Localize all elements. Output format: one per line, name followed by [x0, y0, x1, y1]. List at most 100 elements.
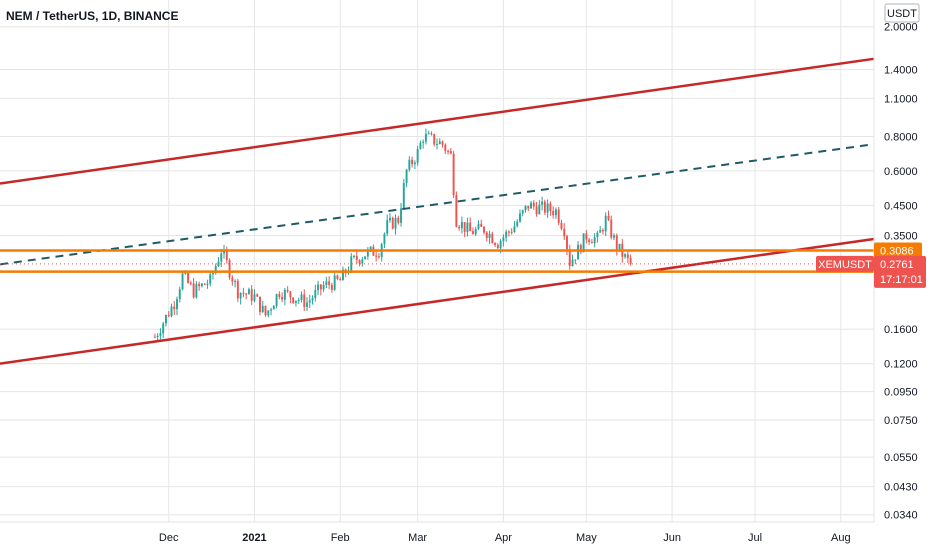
candle-body: [541, 201, 544, 205]
candle-body: [624, 254, 627, 257]
candle-body: [463, 222, 466, 232]
time-tick-label: Aug: [831, 532, 851, 544]
symbol-badge: [816, 255, 874, 272]
candle-body: [228, 260, 231, 278]
candle-body: [466, 222, 469, 232]
candles-layer: [153, 128, 632, 341]
candle-body: [607, 215, 610, 220]
candle-body: [383, 233, 386, 245]
candle-body: [494, 243, 497, 246]
last-price-value: 0.2761: [880, 259, 914, 271]
candle-body: [328, 281, 331, 285]
price-tick-label: 0.0430: [884, 482, 918, 494]
time-tick-label: Dec: [159, 532, 179, 544]
candle-body: [322, 284, 325, 290]
candle-body: [593, 237, 596, 244]
candle-body: [336, 275, 339, 280]
candle-body: [618, 243, 621, 250]
candle-body: [292, 297, 295, 303]
candle-body: [538, 204, 541, 215]
candle-body: [532, 202, 535, 207]
candle-body: [375, 255, 378, 257]
price-tick-label: 0.3500: [884, 230, 918, 242]
candle-body: [477, 223, 480, 229]
currency-label[interactable]: USDT: [887, 8, 917, 20]
candle-body: [416, 149, 419, 163]
candle-body: [499, 240, 502, 249]
candle-body: [447, 150, 450, 152]
time-axis[interactable]: Dec 2021 Feb Mar Apr May Jun Jul Aug: [0, 521, 874, 544]
candle-body: [471, 231, 474, 235]
candle-body: [513, 226, 516, 233]
channel-lower-line: [0, 237, 875, 365]
candle-body: [369, 246, 372, 250]
candle-body: [568, 249, 571, 267]
candle-body: [460, 222, 463, 229]
candle-body: [162, 323, 165, 334]
candle-body: [596, 232, 599, 238]
candle-body: [170, 306, 173, 317]
candle-body: [571, 259, 574, 267]
candle-body: [242, 292, 245, 294]
candle-body: [286, 289, 289, 292]
candle-body: [507, 231, 510, 233]
candle-body: [480, 223, 483, 227]
price-tick-label: 1.1000: [884, 93, 918, 105]
channel-upper-line: [0, 57, 875, 185]
candle-body: [610, 219, 613, 238]
candle-body: [452, 153, 455, 196]
candle-body: [209, 274, 212, 284]
candle-body: [400, 208, 403, 223]
candle-body: [411, 159, 414, 165]
candle-body: [430, 133, 433, 135]
resistance-badge-label: 0.3086: [880, 246, 914, 258]
candle-body: [195, 283, 198, 298]
candle-body: [557, 209, 560, 223]
candle-body: [444, 144, 447, 151]
candle-body: [413, 162, 416, 165]
candle-body: [364, 256, 367, 260]
price-tick-label: 0.8000: [884, 131, 918, 143]
candle-body: [402, 183, 405, 209]
candle-body: [519, 213, 521, 222]
symbol-badge-label: XEMUSDT: [818, 259, 872, 271]
candle-body: [574, 259, 577, 261]
candle-body: [294, 300, 297, 303]
candle-body: [253, 294, 256, 301]
price-tick-label: 0.4500: [884, 200, 918, 212]
candle-body: [441, 141, 444, 145]
candle-body: [458, 226, 461, 229]
candle-body: [408, 159, 411, 170]
candle-body: [455, 195, 458, 227]
candle-body: [245, 293, 248, 295]
candle-body: [615, 235, 618, 250]
candle-body: [297, 299, 300, 301]
symbol-title[interactable]: NEM / TetherUS, 1D, BINANCE: [6, 9, 178, 23]
currency-button[interactable]: USDT: [884, 3, 920, 23]
candle-body: [217, 261, 220, 267]
candle-body: [483, 226, 485, 233]
candle-body: [521, 210, 524, 214]
time-tick-label: Feb: [331, 532, 350, 544]
candle-body: [527, 205, 530, 209]
candle-body: [212, 273, 214, 275]
candle-body: [259, 296, 261, 313]
currency-button-box[interactable]: [884, 3, 920, 23]
candle-body: [184, 272, 187, 274]
candle-body: [505, 231, 508, 238]
candle-body: [289, 291, 292, 298]
candle-body: [239, 292, 242, 299]
candle-body: [261, 305, 264, 313]
candle-body: [433, 134, 436, 145]
candle-body: [247, 289, 250, 295]
candle-body: [225, 250, 228, 261]
candle-body: [491, 233, 494, 244]
candle-body: [283, 289, 286, 300]
candle-body: [405, 169, 408, 184]
candle-body: [303, 294, 306, 307]
candle-body: [422, 141, 425, 143]
candle-body: [485, 232, 488, 239]
